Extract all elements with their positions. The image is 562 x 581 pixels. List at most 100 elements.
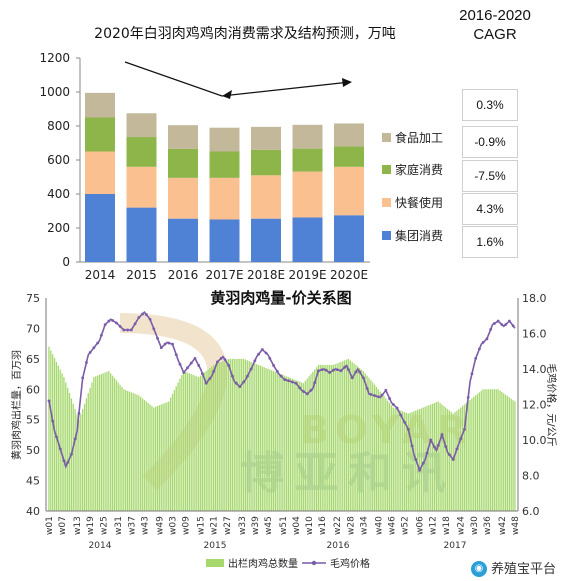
legend-label: 家庭消费 (395, 162, 443, 177)
volume-bar (257, 364, 260, 511)
price-marker (66, 461, 70, 464)
volume-bar (151, 406, 153, 511)
price-marker (440, 433, 444, 437)
volume-bar (398, 409, 400, 511)
x-tick-label: 2015 (126, 268, 157, 282)
volume-bar (95, 376, 97, 511)
volume-bar (284, 375, 286, 511)
volume-bar (115, 380, 117, 511)
price-marker (212, 369, 216, 373)
cagr-title-line-2: CAGR (473, 26, 517, 43)
volume-bar (177, 382, 179, 511)
volume-bar (259, 365, 262, 511)
volume-bar (201, 374, 204, 511)
bar-segment (334, 146, 364, 167)
price-marker (264, 351, 268, 355)
volume-bar (271, 370, 273, 511)
volume-bar (402, 411, 404, 511)
volume-bar (319, 364, 321, 511)
price-marker (335, 368, 339, 371)
volume-bar (67, 387, 69, 511)
volume-bar (196, 376, 198, 511)
volume-bar (435, 402, 437, 511)
price-marker (186, 366, 189, 370)
legend-label: 快餐使用 (395, 195, 443, 210)
bar-segment (209, 127, 240, 152)
volume-bar (190, 374, 192, 511)
volume-bar (360, 369, 363, 511)
price-marker (395, 406, 399, 410)
legend-label: 集团消费 (395, 228, 443, 243)
volume-price-title: 黄羽肉鸡量-价关系图 (210, 289, 351, 307)
price-marker (283, 378, 287, 382)
volume-bar (59, 369, 61, 511)
volume-bar (265, 367, 267, 511)
volume-bar (486, 389, 488, 511)
y-tick-label: 200 (47, 221, 70, 235)
volume-bar (508, 397, 510, 511)
stacked-bar-chart: 2020年白羽肉鸡鸡肉消费需求及结构预测，万吨 0 200 400 600 800 100… (39, 25, 443, 282)
week-tick-label: w03 (169, 516, 179, 535)
volume-bar (220, 361, 222, 511)
volume-bar (471, 398, 473, 511)
price-marker (287, 379, 290, 383)
volume-bar (209, 367, 211, 511)
week-tick-label: w19 (86, 516, 96, 535)
price-marker (219, 356, 223, 360)
cagr-value-5: 1.6% (462, 226, 518, 258)
week-tick-label: w48 (511, 516, 521, 535)
legend-swatch (382, 165, 391, 174)
volume-bar (503, 393, 505, 511)
volume-bar (83, 403, 86, 511)
volume-bar (267, 368, 269, 511)
price-marker (118, 325, 122, 328)
volume-bar (497, 389, 499, 511)
price-marker (122, 328, 126, 332)
volume-bar (239, 358, 241, 511)
price-marker (343, 365, 347, 369)
volume-bar (110, 373, 112, 511)
volume-bar (400, 410, 402, 511)
volume-bar (169, 397, 172, 511)
bar-segment (168, 218, 198, 262)
volume-bar (437, 401, 439, 511)
right-tick-label: 16.0 (522, 328, 547, 341)
volume-bar (194, 375, 196, 511)
bar-segment (85, 92, 115, 118)
price-marker (163, 342, 167, 346)
bar-segment (209, 219, 240, 262)
week-tick-label: w52 (401, 516, 411, 535)
volume-bar (375, 387, 378, 511)
price-marker (174, 353, 178, 357)
volume-bar (418, 409, 421, 511)
volume-bar (314, 369, 316, 511)
bar-segment (251, 218, 281, 262)
y-tick-label: 0 (62, 255, 70, 269)
volume-bar (428, 405, 430, 511)
week-tick-label: w15 (197, 516, 207, 535)
volume-bar (460, 407, 462, 511)
volume-bar (274, 371, 277, 511)
left-tick-label: 45 (26, 475, 40, 488)
bar-segment (209, 177, 240, 220)
volume-bar (72, 403, 74, 511)
volume-bar (357, 366, 359, 511)
price-marker (350, 376, 354, 380)
trend-arrowhead-end (342, 78, 352, 87)
volume-bar (396, 409, 398, 511)
price-marker (279, 374, 283, 378)
y-tick-label: 400 (47, 187, 70, 201)
volume-bar (130, 392, 132, 511)
volume-bar (226, 359, 228, 511)
volume-bar (50, 350, 52, 511)
price-marker (58, 447, 62, 451)
volume-bar (218, 362, 220, 511)
volume-bar (108, 371, 110, 511)
price-marker (197, 364, 201, 367)
volume-bar (413, 411, 415, 511)
price-marker (481, 340, 485, 344)
volume-bar (98, 374, 101, 511)
volume-bar (214, 364, 217, 511)
volume-bar (224, 360, 226, 511)
volume-bar (78, 419, 80, 511)
